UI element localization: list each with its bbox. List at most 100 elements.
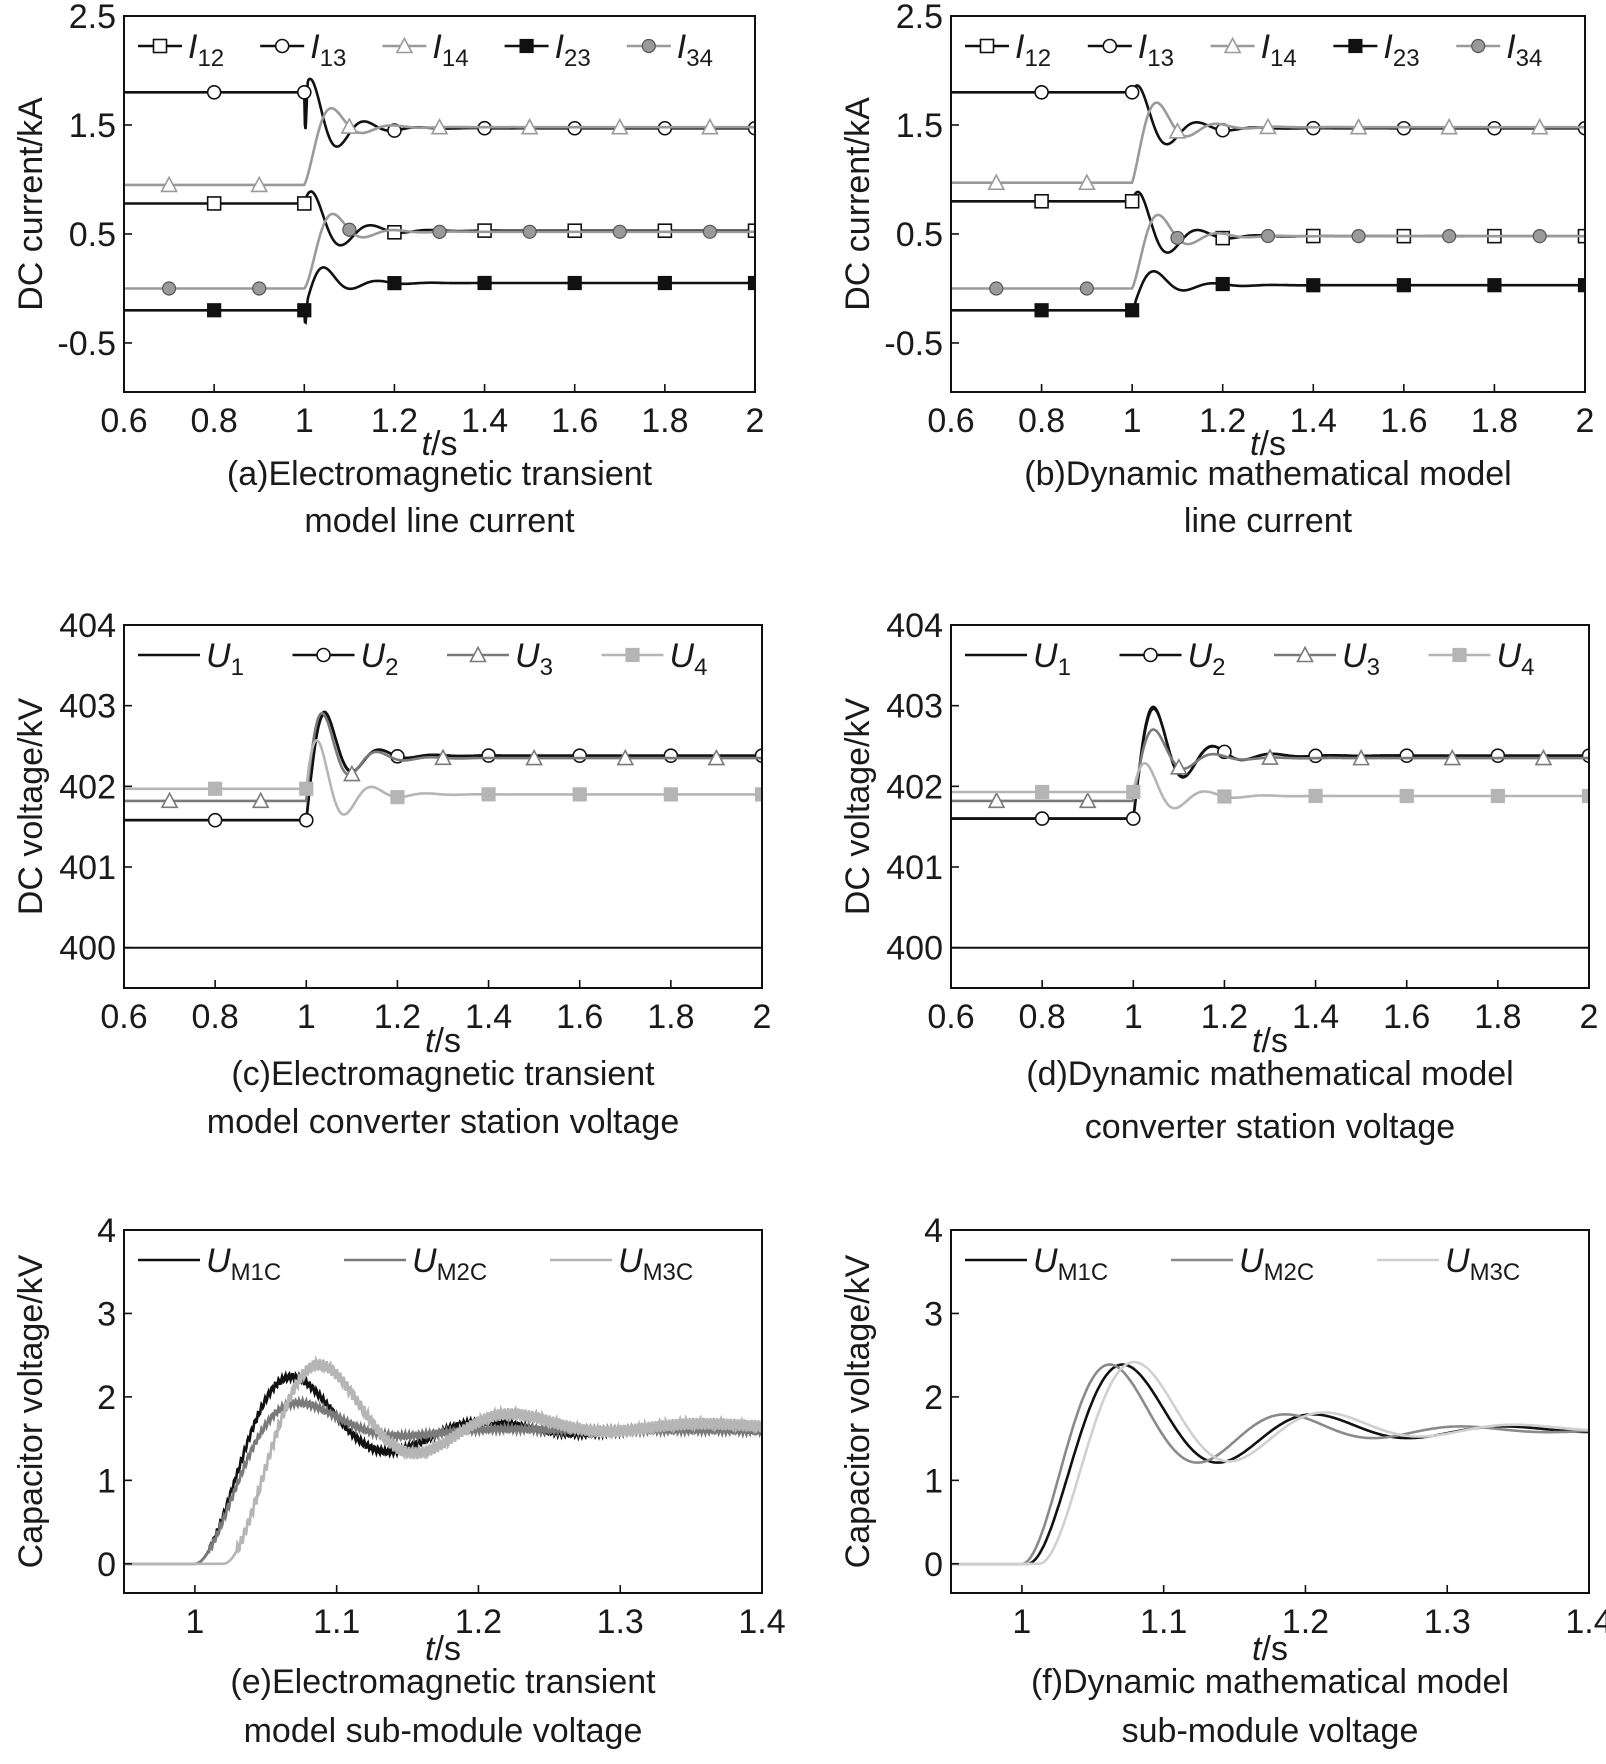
x-tick-label: 1.3 [597,1603,644,1641]
marker-I14 [1349,117,1368,135]
x-tick-label: 0.6 [927,402,974,440]
marker-U4 [1308,788,1323,804]
axes-frame [950,15,1586,393]
legend-label: U3 [1342,637,1380,681]
legend: I12 I13 I14 I23 I34 [138,28,713,72]
legend-marker [316,647,331,663]
marker-U2 [1034,811,1050,826]
y-tick-label: 3 [97,1295,116,1333]
legend: I12 I13 I14 I23 I34 [965,28,1542,72]
marker-I14 [1440,117,1458,135]
legend-label: I23 [555,28,591,72]
marker-I23 [1306,278,1321,293]
x-tick-label: 0.8 [1019,998,1066,1036]
legend-marker [1348,38,1363,54]
x-tick-label: 1.4 [738,1603,785,1641]
legend-label: I12 [188,28,224,72]
x-tick-label: 0.6 [927,998,974,1036]
series-line-I14 [951,101,1585,184]
x-tick-label: 1.8 [1471,402,1518,440]
x-axis-label: t/s [422,425,458,463]
series-group [951,1360,1589,1566]
legend-label: I13 [1138,28,1174,72]
marker-U3 [1534,748,1553,766]
caption-line: (a)Electromagnetic transient [227,455,653,493]
y-tick-label: 0 [97,1546,116,1584]
marker-I13 [1034,84,1049,100]
marker-I13 [1124,84,1140,100]
legend-label: I23 [1383,28,1419,72]
marker-I34 [612,224,627,239]
y-axis-label: DC voltage/kV [12,698,50,916]
x-tick-label: 0.6 [100,998,147,1036]
marker-I34 [1079,281,1094,296]
x-tick-label: 1.4 [1290,402,1337,440]
marker-I23 [1396,278,1411,293]
x-tick-label: 1.1 [313,1603,360,1641]
y-tick-label: 4 [97,1212,116,1250]
y-tick-label: 404 [59,607,116,645]
legend-marker [469,645,487,663]
x-tick-label: 0.8 [1018,402,1065,440]
series-line-U4 [951,761,1589,810]
legend-marker [152,38,168,54]
marker-I14 [430,118,449,135]
y-tick-label: -0.5 [884,325,943,363]
x-tick-label: 1 [297,998,316,1036]
y-axis-label: DC current/kA [839,97,877,311]
x-axis-label: t/s [1252,1630,1288,1668]
marker-U4 [1035,784,1050,800]
marker-U3 [987,791,1006,809]
legend-label: I12 [1015,28,1051,72]
marker-I14 [250,175,269,193]
marker-I12 [1034,193,1049,209]
marker-I34 [342,222,357,237]
series-line-U4 [124,738,762,816]
marker-I13 [206,84,222,100]
marker-I14 [701,117,719,135]
marker-U2 [663,748,679,763]
marker-I34 [1532,229,1547,244]
y-tick-label: -0.5 [57,325,116,363]
caption-line: converter station voltage [1085,1108,1455,1146]
x-tick-label: 2 [1576,402,1595,440]
axes-frame [950,1229,1590,1594]
series-line-I23 [124,266,755,325]
marker-U2 [1490,748,1506,763]
marker-I34 [1351,229,1366,244]
series-group [951,705,1589,949]
y-axis-label: Capacitor voltage/kV [12,1254,50,1568]
legend-label: I14 [1261,28,1297,72]
marker-I34 [1442,229,1457,244]
legend-marker [1223,36,1242,54]
marker-I23 [387,276,402,291]
legend-label: UM1C [1033,1242,1108,1286]
legend-marker [641,38,656,54]
marker-I34 [1260,228,1276,244]
marker-U4 [663,787,678,802]
y-tick-label: 400 [59,930,116,968]
caption-line: sub-module voltage [1122,1712,1419,1750]
x-tick-label: 1.8 [647,998,694,1036]
marker-U2 [298,812,314,828]
x-tick-label: 1.4 [461,402,508,440]
legend-marker [274,38,290,54]
x-tick-label: 0.6 [100,402,147,440]
x-tick-label: 1.6 [556,998,603,1036]
y-axis-label: DC voltage/kV [839,698,877,916]
axes-frame [123,624,763,989]
marker-U4 [1126,784,1141,800]
x-tick-label: 1 [185,1603,204,1641]
y-tick-label: 1 [924,1462,943,1500]
axes-frame [123,1229,763,1594]
series-line-UM3C [124,1355,762,1566]
legend-marker [1102,38,1118,54]
marker-U3 [525,748,543,766]
marker-I34 [522,224,537,239]
y-tick-label: 2 [97,1379,116,1417]
series-line-UM1C [124,1370,762,1566]
chart-f: 1 1.1 1.2 1.3 1.4 4 3 2 1 0 t/s Capacitor voltage/k… [839,1212,1606,1750]
y-tick-label: 1.5 [896,107,943,145]
y-tick-label: 404 [886,607,943,645]
legend-label: UM2C [412,1242,487,1286]
